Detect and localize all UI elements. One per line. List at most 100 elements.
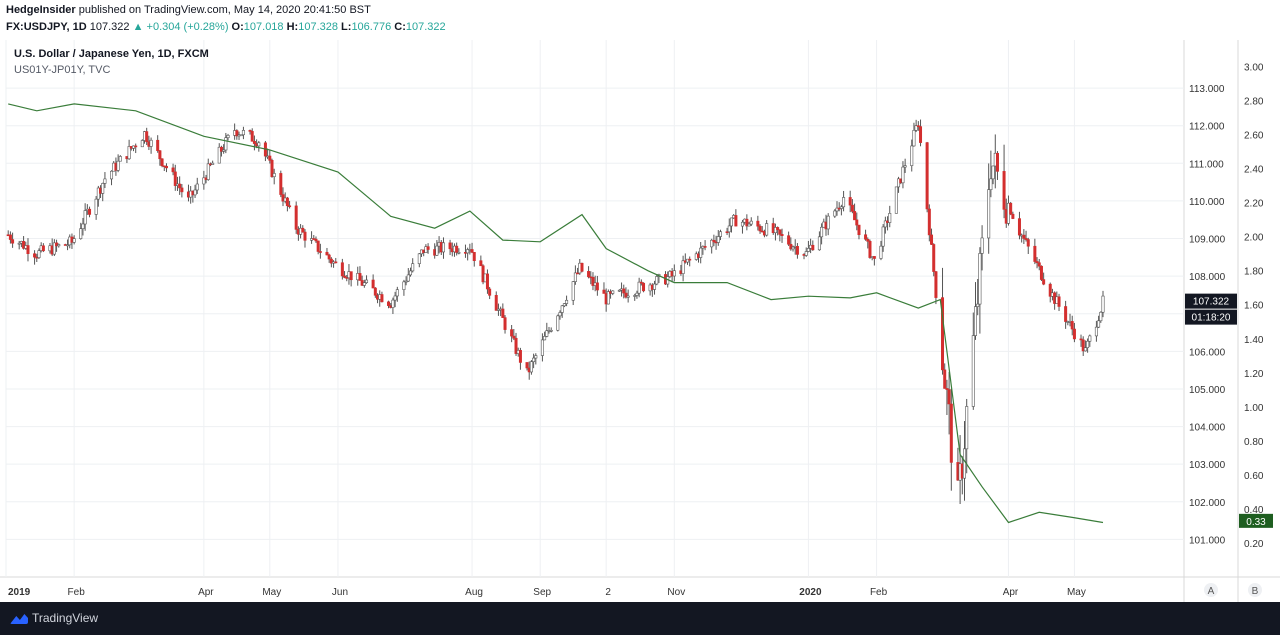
candle	[217, 143, 221, 164]
candle-body	[587, 271, 591, 278]
candle-body	[853, 211, 857, 221]
overlay-series-legend[interactable]: US01Y-JP01Y, TVC	[14, 64, 111, 76]
candle-body	[314, 238, 318, 242]
candle	[965, 398, 969, 474]
auto-scale-button[interactable]: A	[1204, 583, 1218, 597]
candle	[393, 291, 397, 308]
candle-body	[88, 208, 92, 215]
candle-body	[270, 160, 274, 178]
candle	[850, 199, 854, 214]
candle-body	[411, 263, 415, 272]
candle-body	[925, 142, 929, 210]
left-axis-tick-label: 101.000	[1189, 535, 1226, 546]
candle-body	[327, 254, 331, 260]
tradingview-brand[interactable]: TradingView	[10, 611, 98, 625]
b-scale-button[interactable]: B	[1248, 583, 1262, 597]
candle	[52, 239, 56, 257]
candle-body	[340, 262, 344, 277]
candle	[562, 303, 566, 308]
candle-body	[1086, 340, 1090, 349]
x-axis-tick-label: Sep	[533, 587, 551, 598]
candle	[241, 126, 245, 140]
candle	[806, 240, 810, 253]
candle-body	[804, 251, 808, 256]
x-axis-tick-label: Feb	[68, 587, 86, 598]
candle-body	[727, 225, 731, 233]
candle	[435, 240, 439, 256]
candle	[780, 228, 784, 243]
candle-body	[294, 205, 298, 230]
candle-body	[457, 252, 461, 254]
right-axis-tick-label: 0.20	[1244, 539, 1264, 550]
x-axis-tick-label: Aug	[465, 587, 483, 598]
candle	[725, 227, 729, 236]
author-name[interactable]: HedgeInsider	[6, 4, 76, 16]
candle-body	[1094, 326, 1098, 337]
candle	[510, 325, 514, 343]
candle	[343, 271, 347, 279]
candle-body	[409, 270, 413, 276]
last-price: 107.322	[89, 21, 130, 33]
candle	[1037, 258, 1041, 271]
candle-body	[406, 274, 410, 282]
candle-body	[987, 189, 991, 239]
candle-body	[164, 165, 168, 169]
left-axis-tick-label: 112.000	[1189, 122, 1225, 133]
candle-body	[725, 231, 729, 234]
price-chart[interactable]: 101.000 102.000 103.000 104.000 105.000 106.0…	[0, 40, 1280, 602]
candle-body	[839, 206, 843, 209]
candle-body	[573, 272, 577, 282]
candle-body	[426, 246, 430, 250]
candle-body	[642, 282, 646, 292]
candle	[976, 279, 980, 316]
left-axis-tick-label: 102.000	[1189, 498, 1226, 509]
current-spread-tag	[1239, 513, 1273, 528]
candle-body	[325, 251, 329, 256]
candle	[402, 279, 406, 296]
candle	[642, 282, 646, 293]
candle-body	[485, 273, 489, 290]
candle	[193, 184, 197, 198]
main-series-legend[interactable]: U.S. Dollar / Japanese Yen, 1D, FXCM	[14, 48, 209, 60]
candle-body	[1002, 171, 1006, 210]
candle	[1026, 237, 1030, 254]
candle-body	[941, 297, 945, 371]
current-price-tag	[1185, 293, 1237, 309]
candle	[930, 228, 934, 245]
candle-body	[765, 223, 769, 236]
candle-body	[178, 183, 182, 189]
candle	[455, 242, 459, 256]
candlestick-series	[6, 119, 1105, 505]
candle	[448, 239, 452, 256]
candle	[565, 295, 569, 307]
candle	[727, 218, 731, 238]
candle	[387, 300, 391, 309]
chart-frame[interactable]: 101.000 102.000 103.000 104.000 105.000 106.0…	[0, 40, 1280, 602]
candle-body	[556, 315, 560, 331]
plot-background	[0, 40, 1280, 602]
candle	[773, 223, 777, 241]
left-axis-tick-label: 104.000	[1189, 423, 1226, 434]
candle	[404, 276, 408, 286]
candle-body	[580, 262, 584, 272]
candle-body	[37, 250, 41, 258]
candle-body	[402, 281, 406, 290]
x-axis-tick-label: Apr	[198, 587, 214, 598]
candle	[587, 266, 591, 279]
candle-body	[595, 282, 599, 291]
candle	[66, 239, 70, 251]
candle	[749, 217, 753, 227]
candle	[202, 170, 206, 190]
candle	[219, 145, 223, 157]
candle	[222, 144, 226, 154]
candle	[703, 240, 707, 251]
candle-body	[571, 281, 575, 301]
candle-body	[686, 258, 690, 263]
candle	[545, 322, 549, 338]
candle	[329, 257, 333, 268]
candle-body	[930, 234, 934, 245]
candle	[206, 158, 210, 181]
candle-body	[639, 281, 643, 284]
tradingview-logo-icon	[10, 612, 28, 624]
left-axis-tick-label: 105.000	[1189, 385, 1226, 396]
